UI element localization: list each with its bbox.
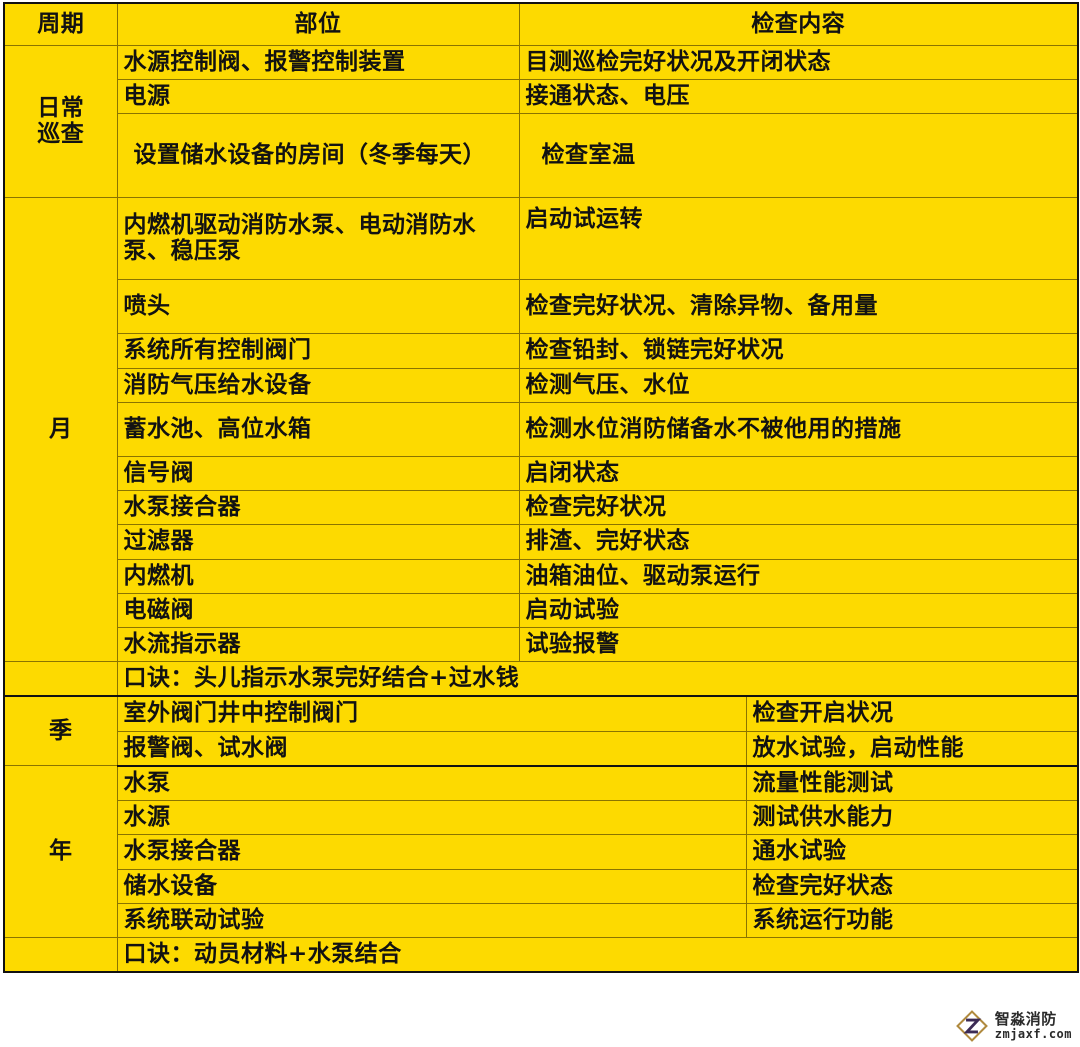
part-cell: 系统联动试验	[116, 902, 747, 938]
content-cell: 放水试验，启动性能	[745, 730, 1079, 767]
table-row: 年 水泵 流量性能测试	[3, 765, 1079, 938]
content-cell: 检测水位消防储备水不被他用的措施	[518, 401, 1079, 457]
period-cell-monthly: 月	[3, 197, 118, 663]
table-row: 电源 接通状态、电压	[4, 79, 1079, 115]
content-cell: 目测巡检完好状况及开闭状态	[518, 44, 1079, 81]
table-row: 报警阀、试水阀 放水试验，启动性能	[4, 730, 1079, 767]
content-cell: 油箱油位、驱动泵运行	[518, 558, 1079, 594]
table-row: 季 室外阀门井中控制阀门 检查开启状况	[3, 695, 1079, 767]
content-cell: 检查铅封、锁链完好状况	[518, 333, 1079, 369]
content-cell: 启闭状态	[518, 455, 1079, 492]
part-cell: 消防气压给水设备	[116, 367, 520, 403]
table-header-row: 周期 部位 检查内容	[3, 2, 1079, 46]
table-row: 水源 测试供水能力	[4, 800, 1079, 836]
part-cell: 蓄水池、高位水箱	[116, 401, 520, 457]
table-row-mnemonic: 口诀：动员材料+水泵结合	[3, 936, 1079, 974]
part-cell: 内燃机	[116, 558, 520, 594]
content-cell: 启动试验	[518, 592, 1079, 628]
table-row: 设置储水设备的房间（冬季每天） 检查室温	[4, 113, 1079, 199]
watermark-brand: 智淼消防	[994, 1009, 1057, 1028]
period-cell-daily: 日常 巡查	[3, 44, 118, 199]
part-cell: 电磁阀	[116, 592, 520, 628]
part-cell: 水泵	[116, 765, 747, 802]
table-row: 水泵接合器 通水试验	[4, 834, 1079, 870]
content-cell: 检查完好状态	[745, 868, 1079, 904]
part-cell: 水泵接合器	[116, 834, 747, 870]
part-cell: 储水设备	[116, 868, 747, 904]
mnemonic-cell-monthly: 口诀：头儿指示水泵完好结合+过水钱	[116, 661, 1079, 698]
table-row: 月 内燃机驱动消防水泵、电动消防水泵、稳压泵 启动试运转	[3, 197, 1079, 663]
content-cell: 排渣、完好状态	[518, 524, 1079, 560]
content-cell: 检查完好状况	[518, 490, 1079, 526]
part-cell: 喷头	[116, 279, 520, 335]
column-header-period: 周期	[3, 2, 118, 46]
content-cell: 测试供水能力	[745, 800, 1079, 836]
table-row: 水泵接合器 检查完好状况	[4, 490, 1079, 526]
part-cell: 系统所有控制阀门	[116, 333, 520, 369]
content-cell: 系统运行功能	[745, 902, 1079, 938]
content-cell: 启动试运转	[518, 197, 1079, 281]
content-cell: 通水试验	[745, 834, 1079, 870]
part-cell: 水流指示器	[116, 626, 520, 663]
table-row: 储水设备 检查完好状态	[4, 868, 1079, 904]
part-cell: 过滤器	[116, 524, 520, 560]
content-cell: 检查室温	[518, 113, 1079, 199]
part-cell: 室外阀门井中控制阀门	[116, 695, 747, 732]
watermark-url: zmjaxf.com	[994, 1026, 1072, 1041]
table-row: 过滤器 排渣、完好状态	[4, 524, 1079, 560]
table-row: 喷头 检查完好状况、清除异物、备用量	[4, 279, 1079, 335]
mnemonic-cell-yearly: 口诀：动员材料+水泵结合	[116, 936, 1079, 974]
table-row: 消防气压给水设备 检测气压、水位	[4, 367, 1079, 403]
diamond-arrow-logo-icon	[955, 1010, 988, 1042]
part-cell: 报警阀、试水阀	[116, 730, 747, 767]
table-row: 内燃机 油箱油位、驱动泵运行	[4, 558, 1079, 594]
part-cell: 水源	[116, 800, 747, 836]
period-cell-yearly: 年	[3, 765, 118, 938]
content-cell: 检查完好状况、清除异物、备用量	[518, 279, 1079, 335]
content-cell: 检查开启状况	[745, 695, 1079, 732]
table-row: 日常 巡查 水源控制阀、报警控制装置 目测巡检完好状况及开闭状态	[3, 44, 1079, 199]
period-cell-spacer	[3, 936, 118, 974]
content-cell: 检测气压、水位	[518, 367, 1079, 403]
column-header-content: 检查内容	[518, 2, 1079, 46]
watermark-text: 智淼消防 zmjaxf.com	[994, 1009, 1072, 1041]
part-cell: 电源	[116, 79, 520, 115]
table-row: 电磁阀 启动试验	[4, 592, 1079, 628]
content-cell: 流量性能测试	[745, 765, 1079, 802]
content-cell: 试验报警	[518, 626, 1079, 663]
column-header-part: 部位	[116, 2, 520, 46]
part-cell: 内燃机驱动消防水泵、电动消防水泵、稳压泵	[116, 197, 520, 281]
table-row-mnemonic: 口诀：头儿指示水泵完好结合+过水钱	[3, 661, 1079, 698]
table-row: 系统所有控制阀门 检查铅封、锁链完好状况	[4, 333, 1079, 369]
part-cell: 设置储水设备的房间（冬季每天）	[116, 113, 520, 199]
period-cell-spacer	[3, 661, 118, 698]
watermark: 智淼消防 zmjaxf.com	[955, 1009, 1072, 1043]
table-row: 水流指示器 试验报警	[4, 626, 1079, 663]
part-cell: 水泵接合器	[116, 490, 520, 526]
table-row: 系统联动试验 系统运行功能	[4, 902, 1079, 938]
maintenance-inspection-table: 周期 部位 检查内容 日常 巡查 水源控制阀、报警控制装置 目测巡检完好状况及开闭…	[3, 2, 1079, 974]
table-row: 蓄水池、高位水箱 检测水位消防储备水不被他用的措施	[4, 401, 1079, 457]
content-cell: 接通状态、电压	[518, 79, 1079, 115]
period-cell-quarterly: 季	[3, 695, 118, 767]
part-cell: 信号阀	[116, 455, 520, 492]
table-row: 信号阀 启闭状态	[4, 455, 1079, 492]
part-cell: 水源控制阀、报警控制装置	[116, 44, 520, 81]
